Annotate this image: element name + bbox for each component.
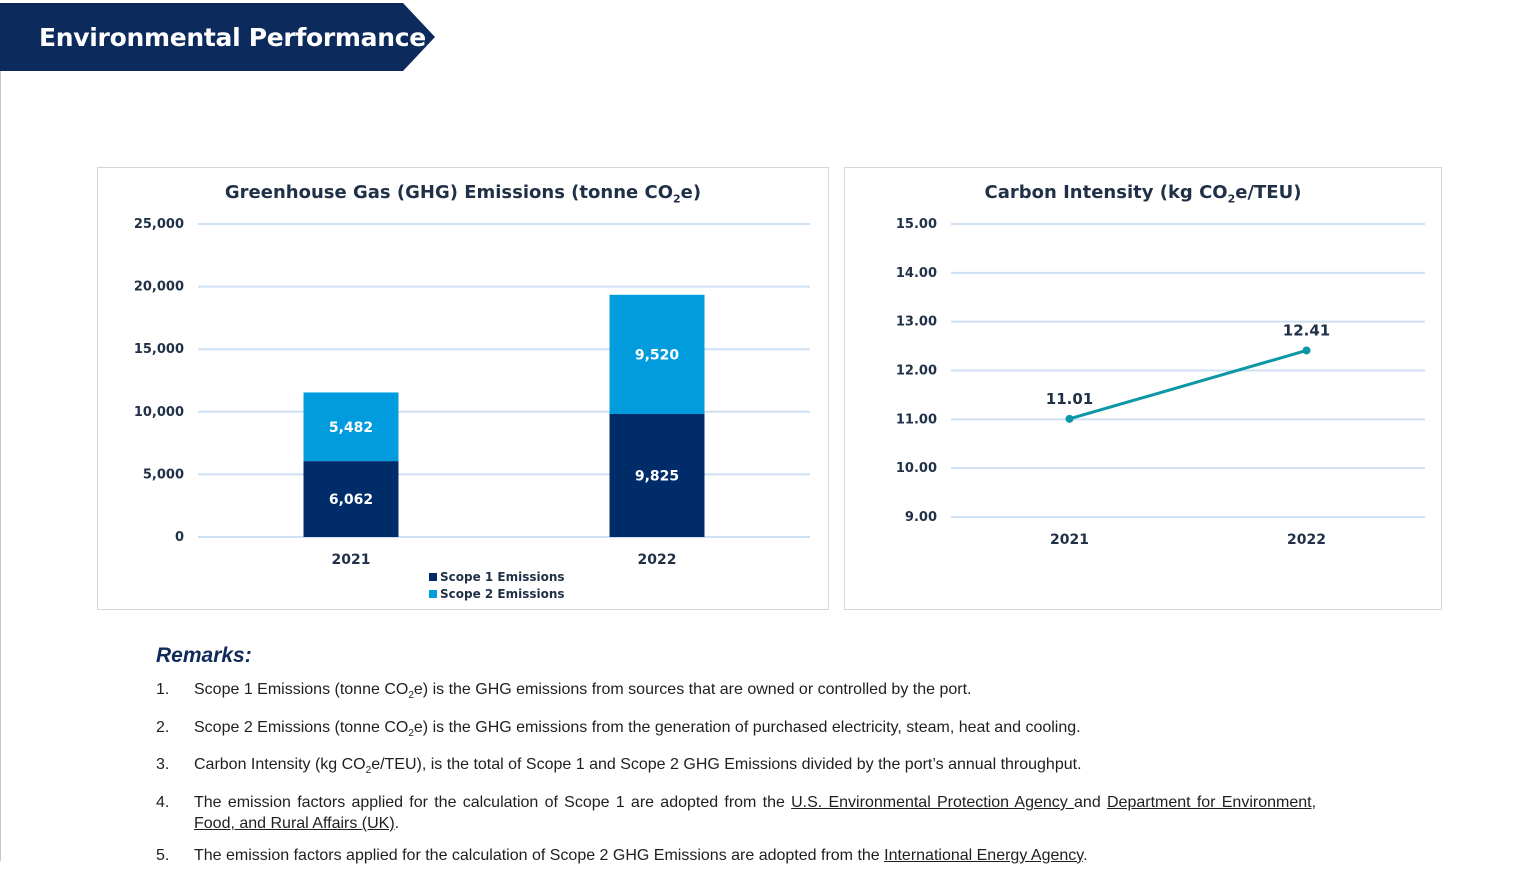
carbon-intensity-title: Carbon Intensity (kg CO2e/TEU) xyxy=(984,182,1302,206)
page-left-rule xyxy=(0,70,1,861)
remarks-section: Remarks: 1. Scope 1 Emissions (tonne CO2e… xyxy=(156,644,1316,876)
banner-shape xyxy=(0,3,435,71)
bar-segment xyxy=(303,392,399,462)
remarks-title: Remarks: xyxy=(156,644,252,667)
data-point xyxy=(1065,414,1074,423)
carbon-intensity-panel: Carbon Intensity (kg CO2e/TEU) 9.00 10.00… xyxy=(844,167,1442,610)
y-tick-label: 15.00 xyxy=(896,217,937,232)
y-tick-label: 0 xyxy=(175,530,184,545)
series-line xyxy=(1069,349,1307,421)
legend-swatch xyxy=(429,573,437,581)
y-tick-label: 20,000 xyxy=(134,280,184,295)
x-tick-label: 2022 xyxy=(638,552,677,568)
y-tick-label: 15,000 xyxy=(134,342,184,357)
remark-item: 2. Scope 2 Emissions (tonne CO2e) is the … xyxy=(156,718,1081,739)
x-tick-label: 2021 xyxy=(332,552,371,568)
y-tick-label: 13.00 xyxy=(896,315,937,330)
iea-link[interactable]: International Energy Agency xyxy=(884,846,1084,864)
defra-link[interactable]: Department for Environment, Food, and Ru… xyxy=(194,794,1317,833)
y-tick-label: 9.00 xyxy=(905,510,937,525)
remark-item: 4. The emission factors applied for the c… xyxy=(156,794,1317,833)
remark-item: 5. The emission factors applied for the c… xyxy=(156,846,1088,864)
y-tick-label: 11.00 xyxy=(896,412,937,427)
y-tick-label: 10,000 xyxy=(134,405,184,420)
data-label: 9,520 xyxy=(635,347,680,363)
data-label: 12.41 xyxy=(1283,321,1330,339)
remark-number: 2. xyxy=(156,718,170,736)
remark-number: 1. xyxy=(156,681,170,698)
legend-label: Scope 1 Emissions xyxy=(440,570,565,584)
remark-number: 5. xyxy=(156,846,170,864)
y-tick-label: 5,000 xyxy=(143,467,184,482)
x-tick-label: 2022 xyxy=(1287,532,1326,548)
y-tick-label: 14.00 xyxy=(896,266,937,281)
ghg-chart-panel: Greenhouse Gas (GHG) Emissions (tonne CO… xyxy=(97,167,829,610)
data-label: 11.01 xyxy=(1046,390,1093,408)
section-banner: Environmental Performance xyxy=(0,3,436,71)
data-label: 6,062 xyxy=(329,492,373,508)
page-title: Environmental Performance xyxy=(39,23,426,52)
data-label: 9,825 xyxy=(635,468,679,484)
y-tick-label: 25,000 xyxy=(134,217,184,232)
legend-swatch xyxy=(429,590,437,598)
legend-label: Scope 2 Emissions xyxy=(440,587,565,601)
ghg-chart-svg: 0 5,000 10,000 15,000 20,000 25,000 6,062 5,482… xyxy=(134,217,810,601)
remark-number: 3. xyxy=(156,756,170,774)
y-tick-label: 12.00 xyxy=(896,364,937,379)
data-point xyxy=(1302,346,1311,355)
bar-segment xyxy=(609,413,705,537)
bar-segment xyxy=(303,461,399,537)
y-tick-label: 10.00 xyxy=(896,461,937,476)
data-label: 5,482 xyxy=(329,420,373,436)
ghg-chart-title: Greenhouse Gas (GHG) Emissions (tonne CO… xyxy=(224,182,702,206)
remark-item: 1. Scope 1 Emissions (tonne CO2e) is the … xyxy=(156,681,972,702)
epa-link[interactable]: U.S. Environmental Protection Agency xyxy=(791,794,1075,812)
remark-item: 3. Carbon Intensity (kg CO2e/TEU), is the… xyxy=(156,756,1082,777)
carbon-intensity-svg: 9.00 10.00 11.00 12.00 13.00 14.00 15.00 11.01 2… xyxy=(896,217,1425,548)
remark-number: 4. xyxy=(156,794,170,812)
bar-segment xyxy=(609,294,705,414)
x-tick-label: 2021 xyxy=(1050,532,1089,548)
